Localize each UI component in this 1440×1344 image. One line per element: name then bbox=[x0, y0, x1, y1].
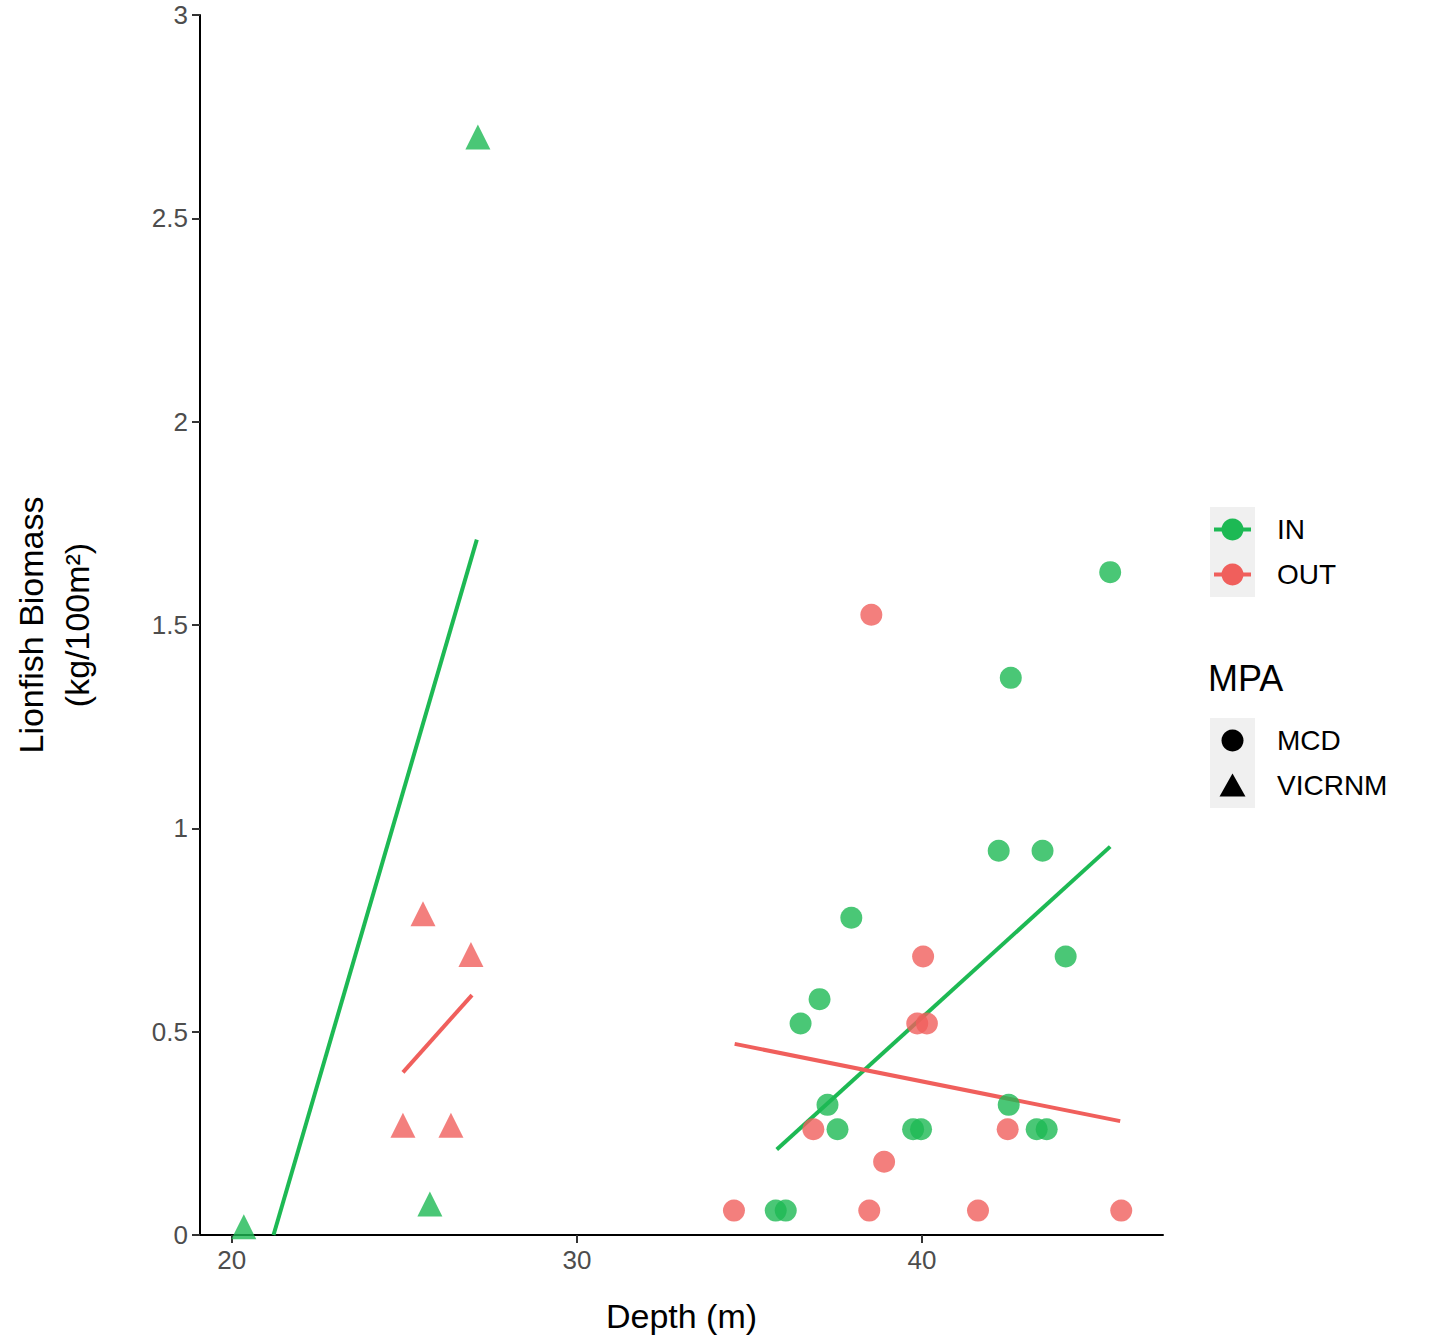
svg-text:20: 20 bbox=[217, 1245, 246, 1275]
svg-text:3: 3 bbox=[174, 0, 188, 30]
svg-text:VICRNM: VICRNM bbox=[1277, 770, 1387, 801]
svg-text:IN: IN bbox=[1277, 514, 1305, 545]
svg-text:Lionfish Biomass: Lionfish Biomass bbox=[12, 496, 50, 753]
svg-text:MCD: MCD bbox=[1277, 725, 1341, 756]
svg-text:Depth (m): Depth (m) bbox=[606, 1297, 757, 1335]
svg-text:1.5: 1.5 bbox=[152, 610, 188, 640]
svg-text:MPA: MPA bbox=[1208, 658, 1283, 699]
svg-text:2.5: 2.5 bbox=[152, 203, 188, 233]
svg-text:0.5: 0.5 bbox=[152, 1017, 188, 1047]
svg-text:40: 40 bbox=[908, 1245, 937, 1275]
svg-text:OUT: OUT bbox=[1277, 559, 1336, 590]
svg-text:2: 2 bbox=[174, 407, 188, 437]
svg-text:(kg/100m²): (kg/100m²) bbox=[58, 543, 96, 707]
svg-text:0: 0 bbox=[174, 1220, 188, 1250]
svg-text:30: 30 bbox=[562, 1245, 591, 1275]
svg-text:1: 1 bbox=[174, 813, 188, 843]
